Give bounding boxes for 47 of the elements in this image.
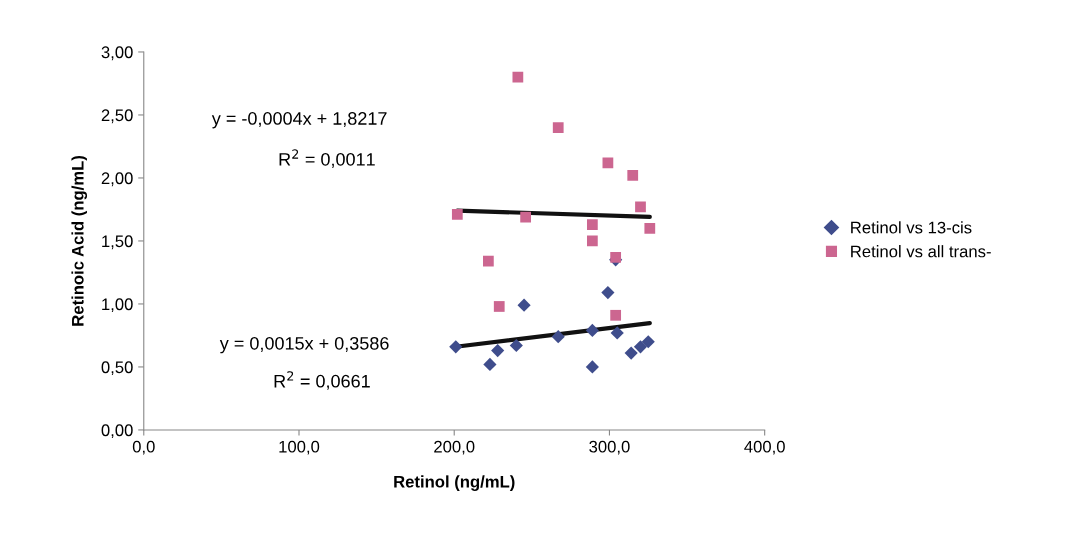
point (509, 338, 523, 353)
y-tick-label: 2,50 (101, 109, 133, 124)
point (627, 170, 639, 181)
y-tick-label: 0,00 (101, 424, 133, 439)
point (610, 326, 624, 340)
point (602, 157, 614, 169)
x-tick-label: 400,0 (744, 440, 785, 455)
point (585, 360, 599, 374)
point (491, 343, 505, 358)
point (482, 255, 494, 267)
point (449, 340, 463, 354)
point (641, 335, 655, 349)
annotation: y = 0,0015x + 0,3586 (219, 336, 389, 354)
point (610, 309, 622, 321)
x-tick-label: 0,0 (132, 440, 155, 455)
annotation: y = -0,0004x + 1,8217 (211, 112, 387, 129)
point (585, 323, 599, 337)
legend-label: Retinol vs all trans- (851, 245, 991, 258)
point (633, 340, 648, 354)
annotation: R$^{2}$ = 0,0661 (274, 371, 370, 390)
point (624, 346, 638, 360)
point (610, 251, 622, 263)
point (483, 357, 497, 372)
point (520, 211, 531, 223)
y-tick-label: 0,50 (101, 361, 133, 376)
point (493, 301, 505, 312)
annotation: R$^{2}$ = 0,0011 (279, 149, 375, 168)
x-axis-title: Retinol (ng/mL) (394, 475, 515, 491)
point (635, 201, 646, 213)
y-tick-label: 1,00 (102, 298, 133, 313)
y-tick-label: 1,50 (102, 235, 133, 250)
x-tick-label: 200,0 (434, 440, 475, 455)
point (586, 235, 598, 247)
point (512, 71, 524, 83)
legend-label: Retinol vs 13-cis (851, 221, 972, 234)
point (451, 209, 463, 220)
y-tick-label: 2,00 (101, 172, 133, 187)
x-tick-label: 100,0 (279, 440, 320, 455)
point (517, 298, 531, 312)
point (552, 122, 564, 133)
x-tick-label: 300,0 (589, 440, 630, 455)
point (601, 286, 615, 300)
point (644, 222, 656, 234)
point (586, 219, 598, 230)
point (551, 330, 565, 344)
y-axis-title: Retinoic Acid (ng/mL) (71, 155, 88, 326)
y-tick-label: 3,00 (101, 46, 133, 61)
